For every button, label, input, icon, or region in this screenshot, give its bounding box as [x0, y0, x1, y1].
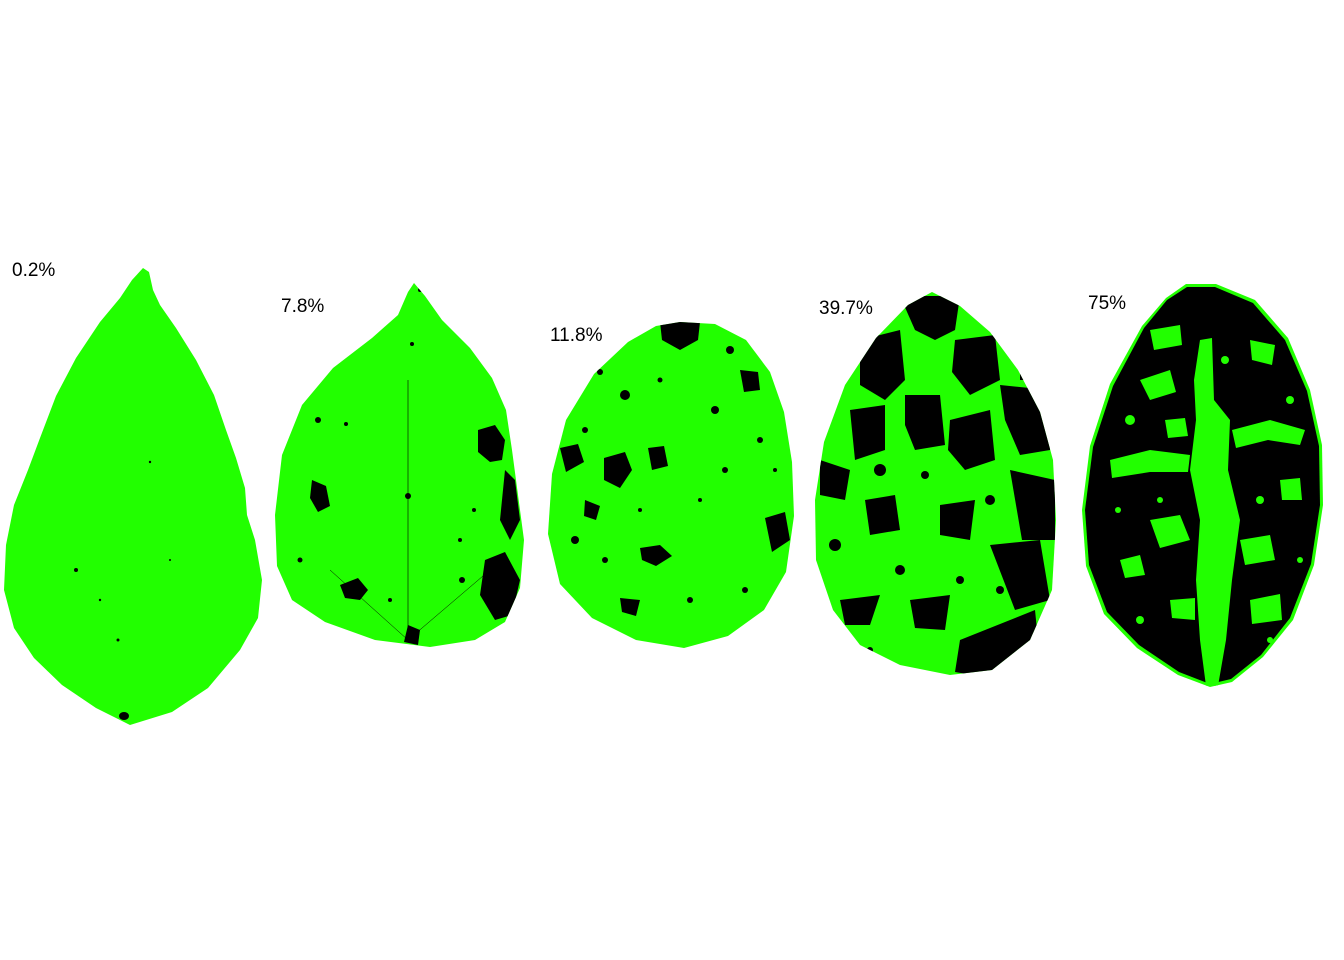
leaf-1-lesions: [74, 460, 171, 720]
leaf-3-healthy-tissue: [548, 322, 794, 648]
leaf-3-severity-label: 11.8%: [550, 325, 603, 346]
leaf-5-severity-label: 75%: [1088, 293, 1127, 314]
leaf-4: [815, 292, 1056, 675]
leaf-5-healthy-patches: [1110, 325, 1305, 686]
leaf-3-lesions: [560, 322, 790, 616]
leaf-4-severity-label: 39.7%: [819, 298, 873, 319]
leaf-1-healthy-tissue: [4, 268, 262, 725]
leaf-2-healthy-tissue: [275, 283, 524, 647]
leaf-5: [1082, 284, 1323, 687]
leaf-3: [548, 322, 794, 648]
leaf-1: [4, 268, 262, 725]
leaf-1-severity-label: 0.2%: [12, 260, 56, 281]
leaf-2-lesions: [297, 288, 520, 645]
leaf-2-severity-label: 7.8%: [281, 296, 325, 317]
leaf-2: [275, 283, 524, 647]
